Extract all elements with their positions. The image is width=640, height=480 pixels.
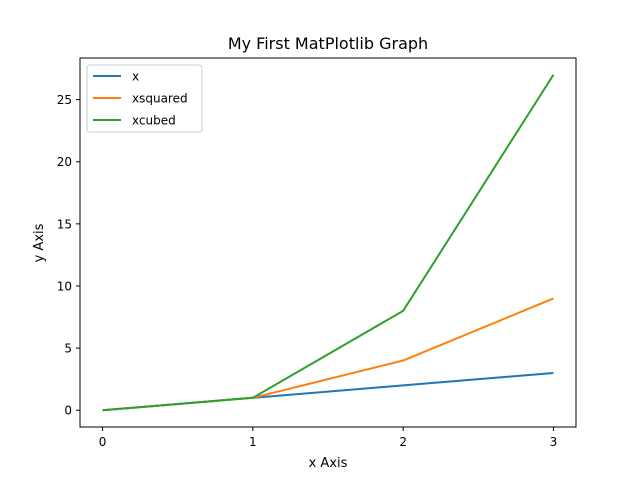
x-tick-label: 1 bbox=[249, 435, 257, 449]
x-axis-ticks: 0 1 2 3 bbox=[99, 427, 558, 449]
y-tick-label: 5 bbox=[64, 342, 72, 356]
series-line-xcubed bbox=[102, 74, 555, 412]
legend: x xsquared xcubed bbox=[86, 64, 203, 133]
axes-frame bbox=[79, 57, 577, 428]
y-tick-label: 15 bbox=[57, 217, 72, 231]
legend-label: xcubed bbox=[132, 114, 176, 128]
x-tick-label: 2 bbox=[399, 435, 407, 449]
plot-lines bbox=[102, 74, 555, 412]
chart-title: My First MatPlotlib Graph bbox=[228, 34, 428, 53]
y-tick-label: 25 bbox=[57, 93, 72, 107]
x-tick-label: 3 bbox=[550, 435, 558, 449]
x-tick-label: 0 bbox=[99, 435, 107, 449]
y-axis-ticks: 0 5 10 15 20 25 bbox=[57, 93, 80, 418]
y-tick-label: 20 bbox=[57, 155, 72, 169]
y-axis-label: y Axis bbox=[32, 223, 47, 262]
x-axis-label: x Axis bbox=[309, 456, 348, 471]
y-tick-label: 10 bbox=[57, 279, 72, 293]
legend-label: xsquared bbox=[132, 92, 188, 106]
legend-box bbox=[86, 64, 203, 133]
y-tick-label: 0 bbox=[64, 404, 72, 418]
legend-label: x bbox=[132, 70, 139, 84]
